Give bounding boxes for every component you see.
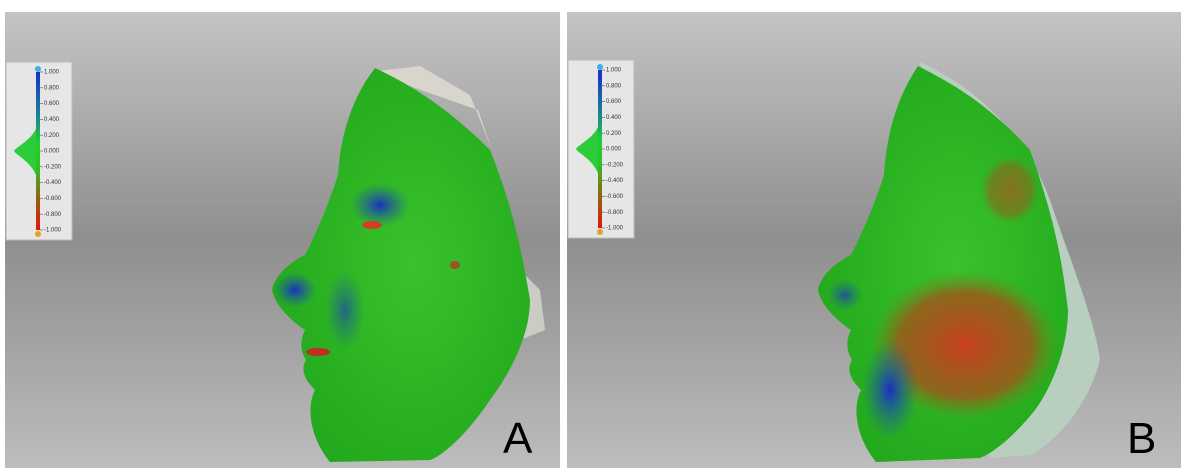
tick-label: 0.600 — [44, 101, 60, 107]
tick-label: -0.200 — [606, 162, 624, 168]
panel-label: B — [1127, 414, 1156, 463]
tick-label: 0.600 — [606, 99, 622, 105]
tick-label: -0.800 — [44, 212, 62, 218]
tick-label: 1.000 — [606, 68, 622, 74]
tick-label: -0.400 — [44, 180, 62, 186]
scale-marker — [597, 64, 603, 70]
deviation-area — [862, 340, 918, 440]
tick-label: -0.400 — [606, 178, 624, 184]
tick-label: 0.000 — [606, 147, 622, 153]
panel-b: B — [567, 12, 1181, 468]
deviation-area — [450, 261, 460, 269]
deviation-area — [350, 183, 410, 227]
scale-marker — [35, 231, 41, 237]
deviation-area — [980, 155, 1040, 225]
tick-label: -0.600 — [606, 194, 624, 200]
deviation-area — [827, 279, 863, 311]
tick-label: 0.000 — [44, 149, 60, 155]
deviation-area — [273, 272, 317, 308]
tick-label: -0.200 — [44, 164, 62, 170]
scale-bar — [36, 72, 40, 230]
scale-marker — [597, 229, 603, 235]
color-scale: 1.000 0.800 0.600 0.400 0.200 0.000 -0.200 -0.4… — [6, 62, 72, 240]
color-scale: 1.000 0.800 0.600 0.400 0.200 0.000 -0.200 -0.4… — [568, 60, 634, 238]
deviation-area — [325, 270, 365, 350]
tick-label: 0.400 — [44, 117, 60, 123]
panel-a: A — [5, 12, 560, 468]
tick-label: -0.800 — [606, 210, 624, 216]
tick-label: 0.800 — [44, 85, 60, 91]
deviation-area — [306, 348, 330, 356]
scale-bar — [598, 70, 602, 228]
tick-label: -0.600 — [44, 196, 62, 202]
tick-label: 0.800 — [606, 83, 622, 89]
figure: A B 1.000 0.800 0.600 0.400 0.200 0.000 -0.200… — [0, 0, 1186, 472]
tick-label: -1.000 — [606, 226, 624, 232]
tick-label: 0.200 — [44, 133, 60, 139]
tick-label: 0.400 — [606, 115, 622, 121]
panel-label: A — [503, 414, 533, 463]
tick-label: -1.000 — [44, 228, 62, 234]
scale-marker — [35, 66, 41, 72]
tick-label: 1.000 — [44, 70, 60, 76]
tick-label: 0.200 — [606, 131, 622, 137]
deviation-area — [362, 221, 382, 229]
